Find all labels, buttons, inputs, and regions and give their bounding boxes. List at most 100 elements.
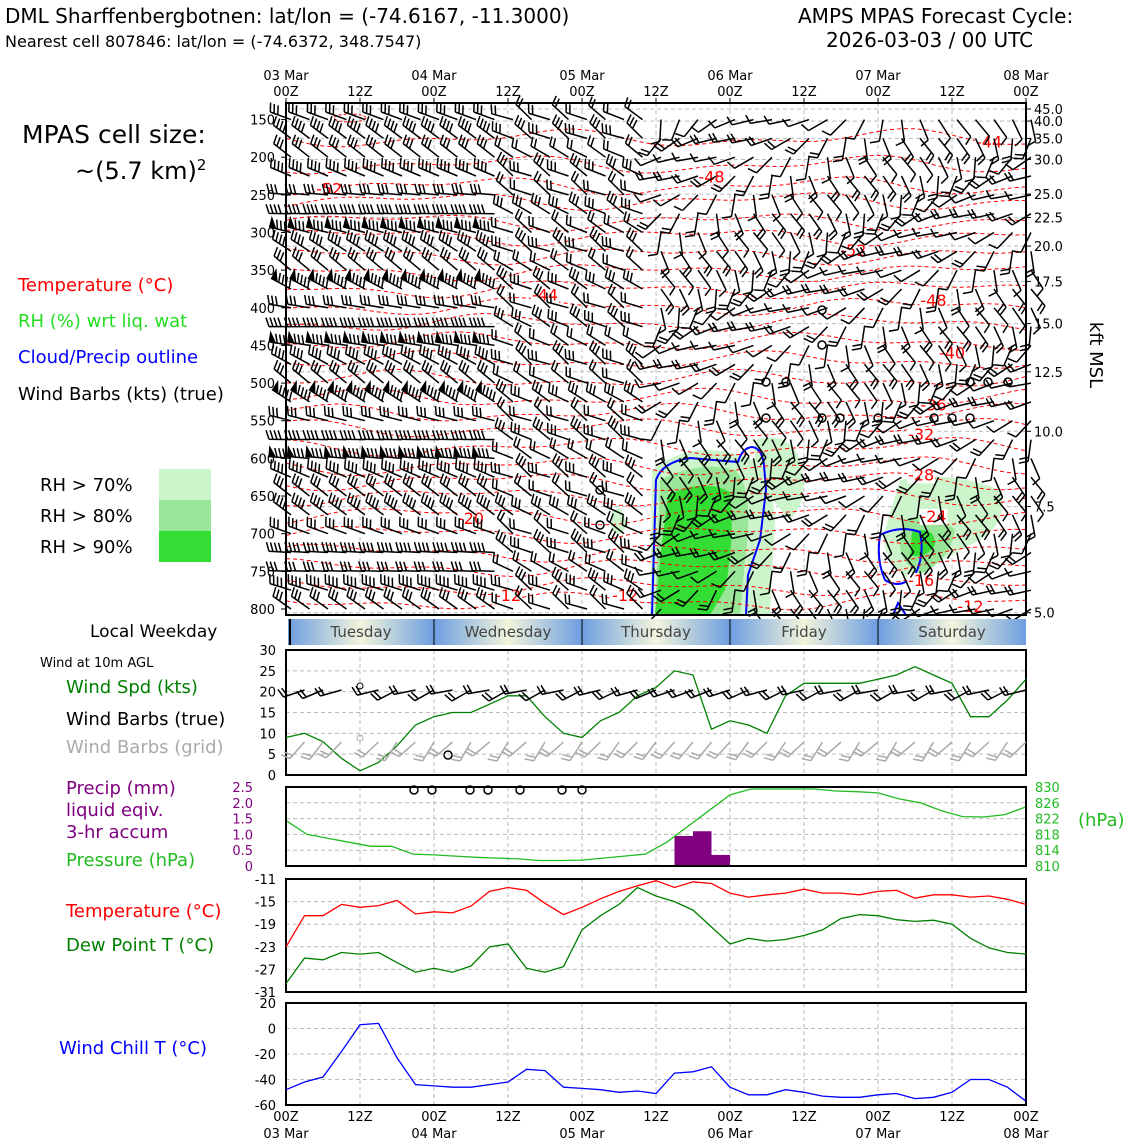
time-tick-day: 08 Mar xyxy=(1003,69,1049,84)
wind-barb xyxy=(361,574,384,591)
windchill-legend: Wind Chill T (°C) xyxy=(59,1038,207,1059)
wind-barb xyxy=(912,457,939,471)
time-tick-hour: 12Z xyxy=(791,85,817,100)
wind-barb xyxy=(929,400,958,411)
wind-barb xyxy=(587,247,606,271)
wind-barb xyxy=(437,268,459,290)
kft-tick-label: 40.0 xyxy=(1034,115,1063,130)
wind-barb xyxy=(981,458,995,483)
wind-barb xyxy=(364,229,384,252)
wind-barb xyxy=(971,345,981,373)
wind-barb xyxy=(291,115,310,139)
wind-barb xyxy=(473,157,495,177)
wind-barb xyxy=(272,492,292,516)
wind-barb xyxy=(782,325,810,339)
wind-barb xyxy=(956,326,972,352)
y-tick-label: 25 xyxy=(259,665,276,680)
wind-barb xyxy=(896,476,921,494)
wind-barb xyxy=(395,561,421,573)
wind-barb xyxy=(432,542,458,554)
wind-barb xyxy=(826,194,843,221)
wind-barb-true xyxy=(592,689,620,701)
wind-barb xyxy=(476,115,495,139)
wind-barb-true xyxy=(499,684,527,695)
wind-barb xyxy=(826,364,837,392)
wind-barb xyxy=(697,250,713,277)
wind-barb xyxy=(417,102,440,121)
wind-barb xyxy=(584,552,606,572)
wind-barb xyxy=(986,363,1013,378)
wind-barb xyxy=(623,211,643,234)
wind-barb xyxy=(379,215,403,234)
wind-barb xyxy=(818,495,847,505)
wind-barb xyxy=(671,152,699,162)
temperature-contour xyxy=(285,192,1027,211)
weekday-band xyxy=(288,619,434,645)
wind-barb xyxy=(985,190,1013,200)
temperature-label-bg xyxy=(907,467,936,484)
wind-barb xyxy=(726,344,754,354)
wind-barb xyxy=(752,401,763,430)
wind-barb xyxy=(492,193,514,215)
wind-barb xyxy=(974,514,991,541)
wind-barb xyxy=(659,213,681,234)
wind-barb xyxy=(327,586,347,610)
wind-barb xyxy=(895,119,906,147)
wind-barb-grid xyxy=(597,741,620,761)
wind-barb xyxy=(1003,363,1032,373)
wind-barb xyxy=(359,294,384,309)
time-tick-day: 08 Mar xyxy=(1003,1127,1049,1140)
wind-barb xyxy=(491,235,514,253)
pressure-tick-label: 500 xyxy=(250,377,275,392)
wind-barb xyxy=(289,268,311,290)
precip-legend-title: Precip (mm) xyxy=(66,778,176,799)
wind-barb xyxy=(711,495,736,514)
precip-tick-label: 2.0 xyxy=(232,797,253,812)
wind-barb xyxy=(937,344,952,372)
wind-barb xyxy=(856,453,884,463)
wind-barb xyxy=(919,119,929,147)
wind-barb xyxy=(269,102,292,121)
wind-barb-grid xyxy=(726,741,750,761)
wind-barb xyxy=(491,121,514,140)
wind-barb xyxy=(323,330,347,347)
wind-barb xyxy=(343,516,366,535)
wind-barb xyxy=(433,294,458,309)
temperature-label: -12 xyxy=(957,597,983,616)
wind-barb xyxy=(666,420,681,445)
wind-barb xyxy=(785,533,810,551)
wind-barb xyxy=(514,227,533,252)
wind-barb xyxy=(471,444,495,460)
wind-barb-grid xyxy=(779,741,805,758)
wind-barb-true xyxy=(555,689,583,701)
wind-barb xyxy=(265,317,291,328)
wind-barb xyxy=(453,405,477,422)
wind-barb xyxy=(514,566,533,591)
temperature-label-bg xyxy=(494,587,522,604)
wind-barb xyxy=(549,437,569,460)
wind-barb xyxy=(782,303,810,314)
wind-barb xyxy=(882,570,897,598)
calm-wind-circle xyxy=(817,340,827,350)
wind-barb xyxy=(601,593,625,610)
wind-barb xyxy=(515,339,533,365)
wind-barb-true xyxy=(388,685,416,696)
wind-barb xyxy=(856,288,884,301)
wind-barb xyxy=(893,434,921,445)
wind-barb xyxy=(496,396,514,422)
wind-barb xyxy=(920,382,940,405)
wind-barb xyxy=(821,119,847,136)
wind-barb xyxy=(911,434,939,446)
wind-barb xyxy=(874,245,902,256)
wind-barb xyxy=(715,382,736,404)
wind-barb xyxy=(340,183,366,196)
precip-legend-sub1: liquid eqiv. xyxy=(66,800,164,821)
wind-barb xyxy=(570,283,588,309)
wind-barb xyxy=(394,204,421,215)
wind-barb xyxy=(434,330,458,347)
wind-barb-grid xyxy=(613,741,639,759)
wind-barb xyxy=(343,459,366,478)
calm-wind-circle xyxy=(817,305,827,315)
wind-barb xyxy=(855,475,884,486)
wind-barb xyxy=(967,396,995,407)
